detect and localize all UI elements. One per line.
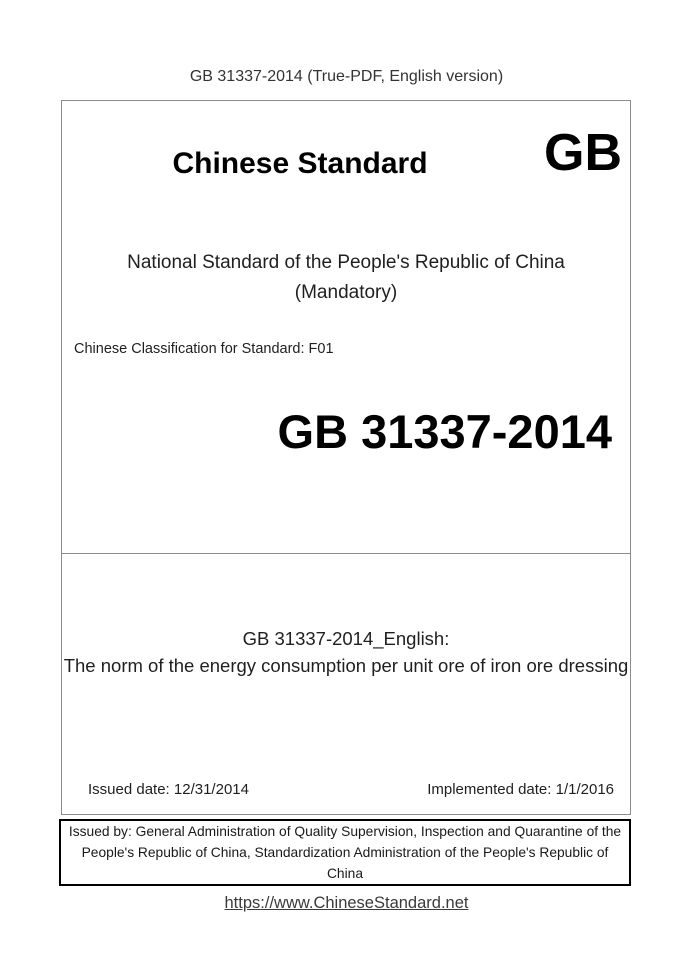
mandatory-label: (Mandatory): [294, 282, 398, 303]
standard-number: GB 31337-2014: [277, 405, 612, 458]
national-standard-line: National Standard of the People's Republ…: [127, 252, 565, 273]
classification-label: Chinese Classification for Standard: F01: [74, 341, 334, 357]
english-title-label: GB 31337-2014_English:: [242, 628, 450, 649]
dates-row: Issued date: 12/31/2014 Implemented date…: [88, 781, 614, 798]
implemented-date: Implemented date: 1/1/2016: [427, 781, 614, 798]
national-standard-block: National Standard of the People's Republ…: [62, 248, 630, 308]
issuer-text: Issued by: General Administration of Qua…: [68, 824, 622, 881]
english-title-text: The norm of the energy consumption per u…: [63, 655, 629, 676]
brand-title: Chinese Standard: [172, 147, 428, 180]
website-link[interactable]: https://www.ChineseStandard.net: [224, 894, 469, 912]
gb-logo: GB: [544, 124, 622, 182]
section-divider: [62, 553, 630, 554]
cover-box: Chinese Standard GB National Standard of…: [61, 100, 631, 815]
document-footer: https://www.ChineseStandard.net: [0, 894, 693, 913]
document-header-title: GB 31337-2014 (True-PDF, English version…: [189, 68, 504, 85]
english-title-block: GB 31337-2014_English: The norm of the e…: [63, 625, 629, 679]
issuer-box: Issued by: General Administration of Qua…: [59, 819, 631, 886]
issued-date: Issued date: 12/31/2014: [88, 781, 249, 798]
